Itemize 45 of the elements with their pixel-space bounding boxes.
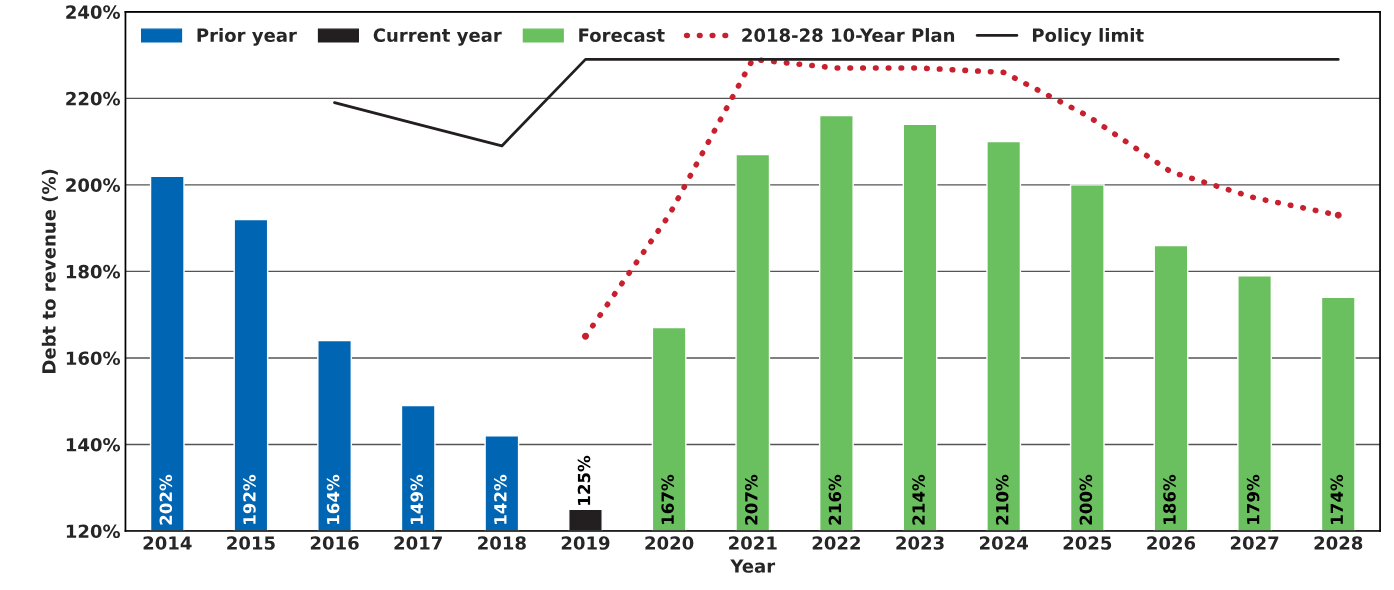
data-label: 216%: [828, 474, 842, 525]
data-label: 202%: [159, 474, 173, 525]
data-label: 210%: [995, 474, 1009, 525]
line-series: [333, 58, 1340, 148]
x-tick-label: 2021: [729, 536, 777, 550]
data-label: 186%: [1163, 474, 1176, 524]
data-label: 164%: [326, 474, 340, 524]
x-tick-label: 2017: [394, 536, 442, 550]
legend-label: Prior year: [197, 28, 297, 46]
data-label: 174%: [1330, 474, 1344, 524]
x-tick-label: 2020: [645, 536, 694, 550]
x-tick-label: 2014: [143, 536, 192, 550]
y-tick-label: 120%: [66, 524, 121, 539]
data-label: 125%: [577, 455, 591, 505]
x-tick-label: 2023: [896, 536, 944, 550]
legend-label: Current year: [373, 28, 502, 46]
x-tick-label: 2024: [979, 536, 1028, 550]
data-label: 214%: [912, 474, 925, 525]
y-tick-label: 180%: [66, 264, 121, 279]
x-tick-label: 2022: [812, 536, 860, 550]
x-tick-label: 2025: [1063, 536, 1112, 550]
y-tick-label: 160%: [66, 351, 121, 366]
y-tick-label: 140%: [66, 437, 121, 452]
y-tick-label: 220%: [66, 91, 121, 106]
x-tick-label: 2028: [1314, 536, 1363, 550]
data-label: 142%: [494, 474, 507, 524]
x-tick-label: 2018: [478, 536, 526, 550]
y-tick-label: 200%: [66, 178, 121, 192]
data-label: 207%: [744, 474, 758, 525]
legend-label: Policy limit: [1032, 28, 1144, 46]
x-tick-label: 2015: [227, 536, 275, 550]
x-tick-label: 2019: [561, 536, 610, 550]
data-label: 192%: [243, 474, 256, 524]
legend-label: 2018-28 10-Year Plan: [742, 28, 955, 43]
y-tick-label: 240%: [66, 5, 121, 19]
data-label: 149%: [410, 474, 424, 524]
data-label: 179%: [1246, 474, 1260, 524]
x-tick-label: 2027: [1230, 536, 1279, 550]
x-tick-label: 2026: [1147, 536, 1196, 550]
data-label: 200%: [1079, 474, 1093, 525]
x-tick-label: 2016: [310, 536, 359, 550]
legend-label: Forecast: [579, 28, 665, 43]
y-axis-title: Debt to revenue (%): [41, 169, 58, 373]
x-axis-title: Year: [730, 559, 776, 573]
data-label: 167%: [661, 474, 674, 524]
